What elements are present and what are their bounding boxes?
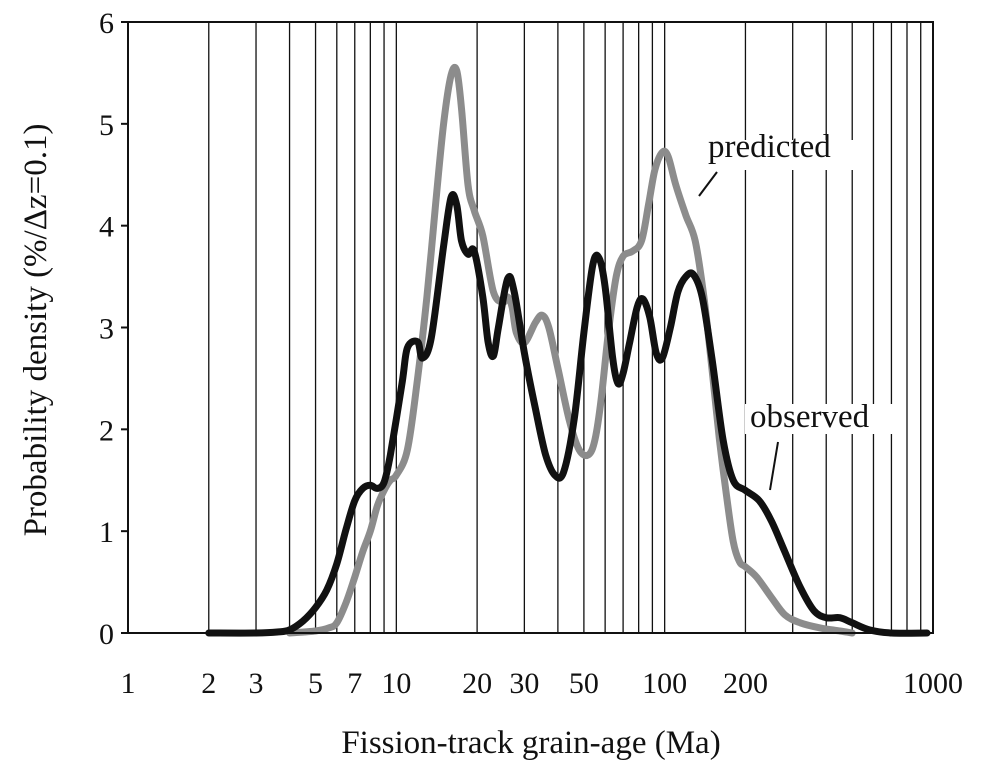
annotations: predicted observed xyxy=(698,129,895,491)
annotation-background xyxy=(745,404,895,434)
y-axis-ticks: 0 1 2 3 4 5 6 xyxy=(99,7,128,651)
y-tick-label: 5 xyxy=(99,109,114,142)
x-tick-label: 3 xyxy=(249,667,264,700)
x-tick-label: 1000 xyxy=(903,667,963,700)
series-line-observed xyxy=(205,191,931,637)
x-tick-label: 100 xyxy=(642,667,687,700)
annotation-background xyxy=(703,140,853,170)
x-tick-label: 30 xyxy=(509,667,539,700)
annotation-label-predicted: predicted xyxy=(708,129,831,165)
y-tick-label: 2 xyxy=(99,414,114,447)
x-tick-label: 7 xyxy=(347,667,362,700)
y-tick-label: 3 xyxy=(99,313,114,346)
series-layer xyxy=(205,63,931,637)
y-tick-label: 6 xyxy=(99,7,114,40)
x-axis-title: Fission-track grain-age (Ma) xyxy=(341,725,720,761)
x-axis-ticks: 1 2 3 5 7 10 20 30 50 100 200 1000 xyxy=(121,667,964,700)
annotation-leader-observed xyxy=(769,441,779,491)
x-tick-label: 20 xyxy=(462,667,492,700)
series-line-predicted xyxy=(286,63,856,637)
y-tick-label: 1 xyxy=(99,516,114,549)
annotation-label-observed: observed xyxy=(750,399,870,435)
x-tick-label: 5 xyxy=(308,667,323,700)
x-tick-label: 2 xyxy=(201,667,216,700)
y-tick-label: 0 xyxy=(99,618,114,651)
x-tick-label: 200 xyxy=(723,667,768,700)
x-tick-label: 10 xyxy=(381,667,411,700)
x-tick-label: 1 xyxy=(121,667,136,700)
y-tick-label: 4 xyxy=(99,211,114,244)
x-tick-label: 50 xyxy=(569,667,599,700)
annotation-leader-predicted xyxy=(698,171,718,197)
y-axis-title: Probability density (%/Δz=0.1) xyxy=(18,124,54,537)
